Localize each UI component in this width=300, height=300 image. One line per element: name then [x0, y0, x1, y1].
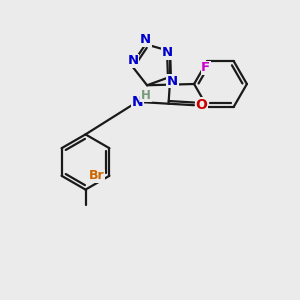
Text: F: F	[201, 61, 210, 74]
Text: N: N	[140, 33, 151, 46]
Text: N: N	[132, 94, 143, 109]
Text: Br: Br	[89, 169, 105, 182]
Text: N: N	[162, 46, 173, 59]
Text: H: H	[141, 89, 151, 102]
Text: N: N	[128, 54, 139, 67]
Text: O: O	[196, 98, 208, 112]
Text: N: N	[167, 75, 178, 88]
